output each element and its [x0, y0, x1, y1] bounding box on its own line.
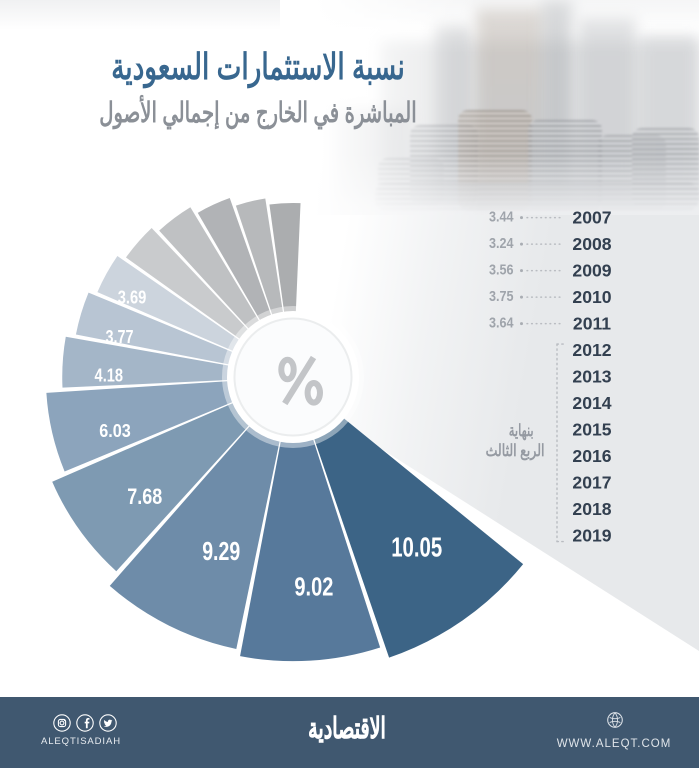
svg-text:9.29: 9.29 — [202, 536, 240, 566]
svg-text:2017: 2017 — [572, 473, 611, 493]
svg-text:3.77: 3.77 — [106, 327, 134, 347]
svg-text:3.69: 3.69 — [118, 287, 147, 308]
svg-text:2018: 2018 — [572, 499, 611, 519]
svg-text:4.18: 4.18 — [95, 365, 124, 385]
svg-text:2011: 2011 — [573, 314, 611, 334]
svg-text:3.56: 3.56 — [489, 263, 514, 279]
svg-text:2015: 2015 — [572, 420, 611, 440]
svg-text:3.44: 3.44 — [489, 210, 514, 226]
svg-text:2012: 2012 — [572, 340, 611, 360]
svg-text:9.02: 9.02 — [294, 574, 333, 602]
svg-text:3.75: 3.75 — [489, 289, 514, 305]
svg-text:2008: 2008 — [572, 234, 611, 254]
svg-text:2010: 2010 — [572, 287, 611, 307]
svg-text:10.05: 10.05 — [391, 532, 442, 563]
svg-text:6.03: 6.03 — [99, 420, 131, 441]
svg-text:2016: 2016 — [572, 446, 611, 466]
svg-text:7.68: 7.68 — [127, 484, 162, 509]
svg-text:2019: 2019 — [572, 526, 611, 546]
svg-text:2007: 2007 — [572, 208, 611, 228]
svg-text:2009: 2009 — [572, 261, 611, 281]
svg-text:2014: 2014 — [572, 393, 611, 413]
svg-text:3.64: 3.64 — [489, 316, 514, 332]
svg-text:3.24: 3.24 — [489, 236, 514, 252]
svg-text:2013: 2013 — [572, 367, 611, 387]
